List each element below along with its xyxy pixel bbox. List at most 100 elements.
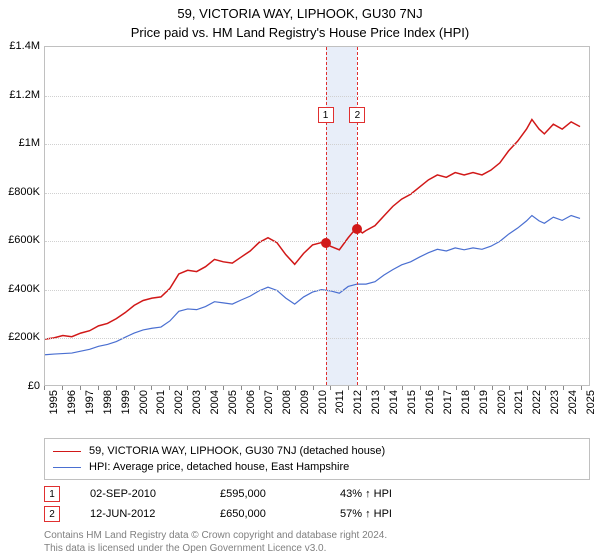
x-tick-label: 1998 bbox=[102, 390, 114, 414]
x-tick bbox=[527, 386, 528, 390]
x-tick bbox=[492, 386, 493, 390]
sale-row: 2 12-JUN-2012 £650,000 57% ↑ HPI bbox=[44, 504, 590, 524]
sale-marker-box-2: 2 bbox=[349, 107, 365, 123]
y-tick-label: £1M bbox=[0, 137, 40, 149]
figure: 59, VICTORIA WAY, LIPHOOK, GU30 7NJ Pric… bbox=[0, 0, 600, 560]
sale-row: 1 02-SEP-2010 £595,000 43% ↑ HPI bbox=[44, 484, 590, 504]
legend-item: 59, VICTORIA WAY, LIPHOOK, GU30 7NJ (det… bbox=[53, 443, 581, 459]
sale-date: 12-JUN-2012 bbox=[90, 508, 190, 520]
x-tick-label: 2013 bbox=[370, 390, 382, 414]
y-tick-label: £800K bbox=[0, 186, 40, 198]
x-tick-label: 2011 bbox=[334, 390, 346, 414]
sale-index-box: 2 bbox=[44, 506, 60, 522]
x-tick bbox=[169, 386, 170, 390]
x-tick-label: 2014 bbox=[388, 390, 400, 414]
x-tick-label: 2000 bbox=[138, 390, 150, 414]
x-tick bbox=[98, 386, 99, 390]
legend-swatch bbox=[53, 467, 81, 468]
x-axis-labels: 1995199619971998199920002001200220032004… bbox=[44, 386, 590, 432]
footer-line2: This data is licensed under the Open Gov… bbox=[44, 543, 590, 556]
sale-hpi-delta: 43% ↑ HPI bbox=[340, 488, 392, 500]
y-tick-label: £1.4M bbox=[0, 40, 40, 52]
x-tick-label: 2017 bbox=[442, 390, 454, 414]
x-tick bbox=[420, 386, 421, 390]
x-tick bbox=[402, 386, 403, 390]
x-tick bbox=[545, 386, 546, 390]
x-tick bbox=[438, 386, 439, 390]
gridline-h bbox=[45, 193, 589, 194]
x-tick-label: 2012 bbox=[352, 390, 364, 414]
gridline-h bbox=[45, 96, 589, 97]
x-tick-label: 2022 bbox=[531, 390, 543, 414]
x-tick-label: 2007 bbox=[263, 390, 275, 414]
y-tick-label: £0 bbox=[0, 380, 40, 392]
footer-line1: Contains HM Land Registry data © Crown c… bbox=[44, 530, 590, 543]
sale-date: 02-SEP-2010 bbox=[90, 488, 190, 500]
x-tick-label: 2016 bbox=[424, 390, 436, 414]
x-tick-label: 2004 bbox=[209, 390, 221, 414]
x-tick bbox=[205, 386, 206, 390]
x-tick-label: 2021 bbox=[513, 390, 525, 414]
x-tick-label: 1999 bbox=[120, 390, 132, 414]
x-tick-label: 2024 bbox=[567, 390, 579, 414]
y-tick-label: £1.2M bbox=[0, 89, 40, 101]
chart-subtitle: Price paid vs. HM Land Registry's House … bbox=[0, 21, 600, 46]
x-tick-label: 1997 bbox=[84, 390, 96, 414]
gridline-h bbox=[45, 290, 589, 291]
sale-point-1 bbox=[321, 238, 331, 248]
x-tick bbox=[509, 386, 510, 390]
x-tick-label: 2020 bbox=[496, 390, 508, 414]
sale-marker-box-1: 1 bbox=[318, 107, 334, 123]
sale-hpi-delta: 57% ↑ HPI bbox=[340, 508, 392, 520]
x-tick-label: 2009 bbox=[299, 390, 311, 414]
x-tick bbox=[241, 386, 242, 390]
x-tick-label: 2002 bbox=[173, 390, 185, 414]
x-tick bbox=[330, 386, 331, 390]
chart-plot-area: 12 bbox=[44, 46, 590, 386]
address-title: 59, VICTORIA WAY, LIPHOOK, GU30 7NJ bbox=[0, 0, 600, 21]
gridline-h bbox=[45, 338, 589, 339]
x-tick bbox=[313, 386, 314, 390]
sale-index-box: 1 bbox=[44, 486, 60, 502]
x-tick-label: 2025 bbox=[585, 390, 597, 414]
x-tick-label: 1995 bbox=[48, 390, 60, 414]
x-tick bbox=[348, 386, 349, 390]
x-tick bbox=[151, 386, 152, 390]
x-tick bbox=[259, 386, 260, 390]
sale-price: £595,000 bbox=[220, 488, 310, 500]
x-tick-label: 2023 bbox=[549, 390, 561, 414]
x-tick bbox=[134, 386, 135, 390]
legend-label: 59, VICTORIA WAY, LIPHOOK, GU30 7NJ (det… bbox=[89, 445, 385, 457]
sale-vline bbox=[326, 47, 327, 385]
x-tick-label: 2006 bbox=[245, 390, 257, 414]
x-tick bbox=[456, 386, 457, 390]
x-tick bbox=[80, 386, 81, 390]
x-tick-label: 2008 bbox=[281, 390, 293, 414]
sale-vline bbox=[357, 47, 358, 385]
gridline-h bbox=[45, 241, 589, 242]
x-tick-label: 2001 bbox=[155, 390, 167, 414]
x-tick bbox=[277, 386, 278, 390]
sale-price: £650,000 bbox=[220, 508, 310, 520]
x-tick bbox=[474, 386, 475, 390]
sale-point-2 bbox=[352, 224, 362, 234]
legend-label: HPI: Average price, detached house, East… bbox=[89, 461, 349, 473]
sales-table: 1 02-SEP-2010 £595,000 43% ↑ HPI 2 12-JUN-201… bbox=[44, 484, 590, 524]
x-tick-label: 1996 bbox=[66, 390, 78, 414]
x-tick bbox=[44, 386, 45, 390]
x-tick bbox=[384, 386, 385, 390]
x-tick-label: 2005 bbox=[227, 390, 239, 414]
series-hpi bbox=[45, 216, 580, 355]
legend: 59, VICTORIA WAY, LIPHOOK, GU30 7NJ (det… bbox=[44, 438, 590, 480]
chart-svg bbox=[45, 47, 589, 385]
x-tick bbox=[563, 386, 564, 390]
series-property bbox=[45, 119, 580, 339]
x-tick-label: 2018 bbox=[460, 390, 472, 414]
x-tick bbox=[295, 386, 296, 390]
x-tick-label: 2010 bbox=[317, 390, 329, 414]
y-tick-label: £200K bbox=[0, 331, 40, 343]
gridline-h bbox=[45, 144, 589, 145]
y-tick-label: £600K bbox=[0, 234, 40, 246]
x-tick-label: 2015 bbox=[406, 390, 418, 414]
x-tick bbox=[581, 386, 582, 390]
